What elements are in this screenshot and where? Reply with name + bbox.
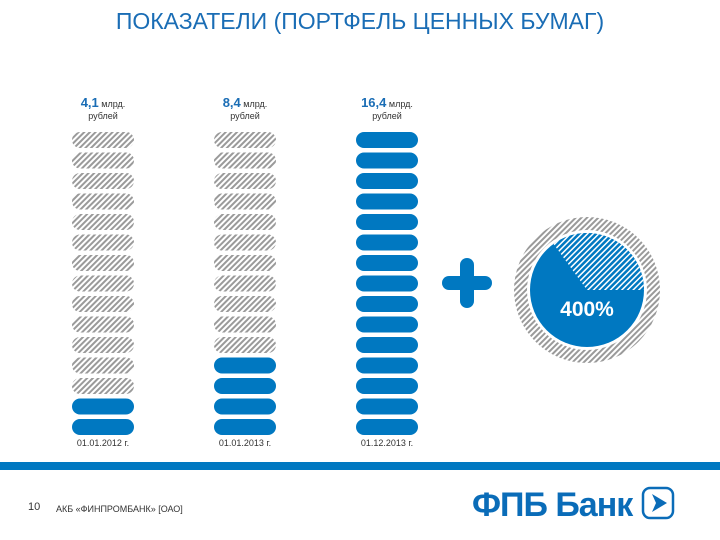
bar-segment-empty bbox=[72, 132, 134, 148]
bar-segment-filled bbox=[214, 398, 276, 415]
bar-segment-empty bbox=[214, 132, 276, 148]
bar-segment-empty bbox=[72, 296, 134, 312]
date-label: 01.01.2012 г. bbox=[76, 438, 130, 448]
bar-segment-empty bbox=[72, 275, 134, 292]
bar-segment-empty bbox=[214, 275, 276, 292]
bar-segment-filled bbox=[356, 214, 418, 230]
value-label-dec2013: 16,4 млрд. рублей bbox=[317, 95, 457, 122]
bar-segment-filled bbox=[356, 255, 418, 271]
unit-2: рублей bbox=[88, 111, 118, 121]
play-logo-icon bbox=[641, 486, 674, 520]
bar-segment-empty bbox=[214, 296, 276, 312]
unit-2: рублей bbox=[372, 111, 402, 121]
unit: млрд. bbox=[243, 99, 268, 109]
bar-segment-filled bbox=[356, 357, 418, 374]
footer-band bbox=[0, 462, 720, 470]
date-label: 01.01.2013 г. bbox=[218, 438, 272, 448]
bar-segment-filled bbox=[214, 419, 276, 435]
date-label: 01.12.2013 г. bbox=[360, 438, 414, 448]
bar-segment-empty bbox=[72, 357, 134, 374]
bar-segment-filled bbox=[356, 419, 418, 435]
bar-segment-empty bbox=[72, 214, 134, 230]
bar-segment-filled bbox=[356, 316, 418, 333]
bank-logo: ФПБ Банк bbox=[472, 486, 675, 525]
bar-segment-empty bbox=[72, 152, 134, 169]
pie-hatched-slice bbox=[553, 232, 644, 290]
bar-segment-filled bbox=[356, 132, 418, 148]
bar-segment-filled bbox=[356, 296, 418, 312]
bar-segment-empty bbox=[72, 337, 134, 353]
bar-segment-empty bbox=[214, 337, 276, 353]
bar-segment-empty bbox=[214, 234, 276, 251]
bar-segment-filled bbox=[356, 275, 418, 292]
bar-segment-filled bbox=[356, 234, 418, 251]
bar-segment-empty bbox=[214, 152, 276, 169]
value-label-2012: 4,1 млрд. рублей bbox=[33, 95, 173, 122]
bar-segment-filled bbox=[356, 398, 418, 415]
company-name: АКБ «ФИНПРОМБАНК» [ОАО] bbox=[56, 504, 183, 514]
slide-title: ПОКАЗАТЕЛИ (ПОРТФЕЛЬ ЦЕННЫХ БУМАГ) bbox=[115, 8, 605, 34]
bar-segment-empty bbox=[72, 234, 134, 251]
bar-segment-empty bbox=[214, 316, 276, 333]
plus-icon bbox=[442, 258, 492, 308]
page-number: 10 bbox=[28, 501, 41, 513]
value: 16,4 bbox=[361, 95, 387, 110]
bar-segment-empty bbox=[214, 255, 276, 271]
bar-segment-filled bbox=[72, 419, 134, 435]
unit: млрд. bbox=[388, 99, 413, 109]
unit: млрд. bbox=[101, 99, 126, 109]
value-label-2013: 8,4 млрд. рублей bbox=[175, 95, 315, 122]
bar-segment-filled bbox=[356, 378, 418, 394]
bar-segment-filled bbox=[214, 378, 276, 394]
bar-segment-empty bbox=[72, 173, 134, 189]
bar-segment-empty bbox=[72, 255, 134, 271]
bar-segment-empty bbox=[72, 316, 134, 333]
value: 4,1 bbox=[80, 95, 99, 110]
bar-segment-filled bbox=[72, 398, 134, 415]
growth-label: 400% bbox=[560, 298, 614, 321]
bar-segment-filled bbox=[356, 173, 418, 189]
value: 8,4 bbox=[222, 95, 241, 110]
bar-segment-empty bbox=[214, 173, 276, 189]
unit-2: рублей bbox=[230, 111, 260, 121]
bar-segment-filled bbox=[356, 337, 418, 353]
bar-segment-filled bbox=[214, 357, 276, 374]
bar-segment-filled bbox=[356, 193, 418, 210]
bar-segment-filled bbox=[356, 152, 418, 169]
bar-segment-empty bbox=[214, 193, 276, 210]
bar-segment-empty bbox=[72, 193, 134, 210]
bar-segment-empty bbox=[214, 214, 276, 230]
logo-text: ФПБ Банк bbox=[472, 486, 633, 524]
bar-segment-empty bbox=[72, 378, 134, 394]
